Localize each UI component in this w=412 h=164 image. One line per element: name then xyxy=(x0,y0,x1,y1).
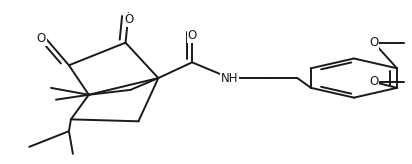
Text: O: O xyxy=(187,29,197,42)
Text: O: O xyxy=(369,75,379,89)
Text: NH: NH xyxy=(221,72,239,85)
Text: O: O xyxy=(369,36,379,49)
Text: O: O xyxy=(124,13,133,26)
Text: O: O xyxy=(37,32,46,45)
